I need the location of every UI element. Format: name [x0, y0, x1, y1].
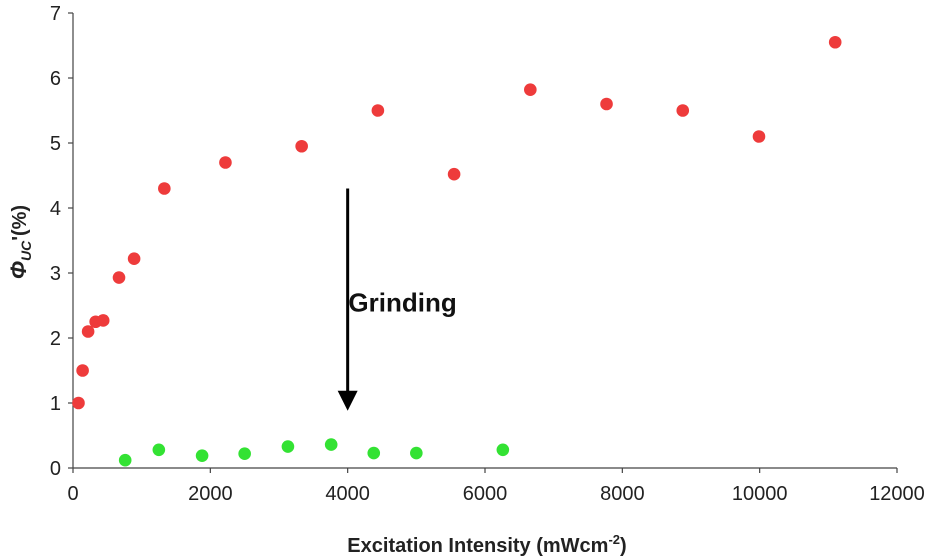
data-point-series-2	[281, 440, 295, 453]
x-tick-label: 6000	[463, 483, 508, 505]
y-tick-label: 5	[50, 133, 61, 155]
y-axis-ticks: 0 1 2 3 4 5 6 7	[50, 3, 73, 480]
data-point-series-2	[118, 453, 132, 467]
data-point-series-1	[600, 97, 613, 111]
x-axis-ticks: 0 2000 4000 6000 8000 10000 12000	[67, 468, 925, 505]
annotation-arrow-head	[337, 390, 358, 411]
data-point-series-2	[152, 443, 166, 457]
data-point-series-2	[496, 443, 510, 457]
y-tick-label: 7	[50, 3, 61, 25]
y-tick-label: 0	[50, 458, 61, 480]
annotation: Grinding	[337, 188, 457, 411]
y-tick-label: 2	[50, 328, 61, 350]
data-point-series-2	[410, 446, 423, 460]
x-tick-label: 8000	[600, 483, 645, 505]
data-point-series-1	[72, 396, 85, 410]
data-point-series-1	[81, 325, 95, 338]
data-point-series-1	[447, 167, 461, 181]
x-axis-label-superscript: -2	[608, 532, 620, 547]
data-point-series-1	[295, 139, 308, 153]
x-tick-label: 0	[67, 483, 78, 505]
data-point-series-1	[828, 35, 842, 49]
data-point-series-1	[524, 83, 537, 96]
x-tick-label: 12000	[869, 483, 925, 505]
data-point-series-1	[371, 104, 385, 117]
y-tick-label: 3	[50, 263, 61, 285]
data-point-series-1	[76, 364, 89, 377]
data-point-series-2	[238, 447, 251, 461]
data-points	[72, 35, 842, 467]
data-point-series-1	[158, 182, 171, 195]
y-tick-label: 1	[50, 393, 61, 415]
annotation-text: Grinding	[348, 287, 456, 317]
data-point-series-1	[96, 314, 110, 327]
y-tick-label: 6	[50, 68, 61, 90]
data-point-series-2	[324, 438, 338, 451]
y-axis-label-subscript: UC	[18, 240, 34, 261]
data-point-series-1	[676, 104, 690, 117]
data-point-series-1	[219, 156, 232, 169]
y-axis-label: ΦUC'(%)	[6, 205, 34, 279]
data-point-series-1	[127, 252, 141, 265]
data-point-series-2	[367, 446, 381, 460]
data-point-series-2	[195, 449, 209, 462]
data-point-series-1	[112, 271, 126, 284]
y-axis-label-symbol: Φ	[6, 261, 31, 279]
y-tick-label: 4	[50, 198, 61, 220]
y-axis-label-rest: '(%)	[9, 205, 31, 241]
x-tick-label: 4000	[325, 483, 370, 505]
x-tick-label: 10000	[732, 483, 788, 505]
x-axis-label: Excitation Intensity (mWcm-2)	[347, 532, 626, 557]
x-axis-label-text: Excitation Intensity (mWcm	[347, 535, 608, 557]
data-point-series-1	[752, 130, 766, 143]
x-axis-label-close: )	[620, 535, 627, 557]
x-tick-label: 2000	[188, 483, 233, 505]
